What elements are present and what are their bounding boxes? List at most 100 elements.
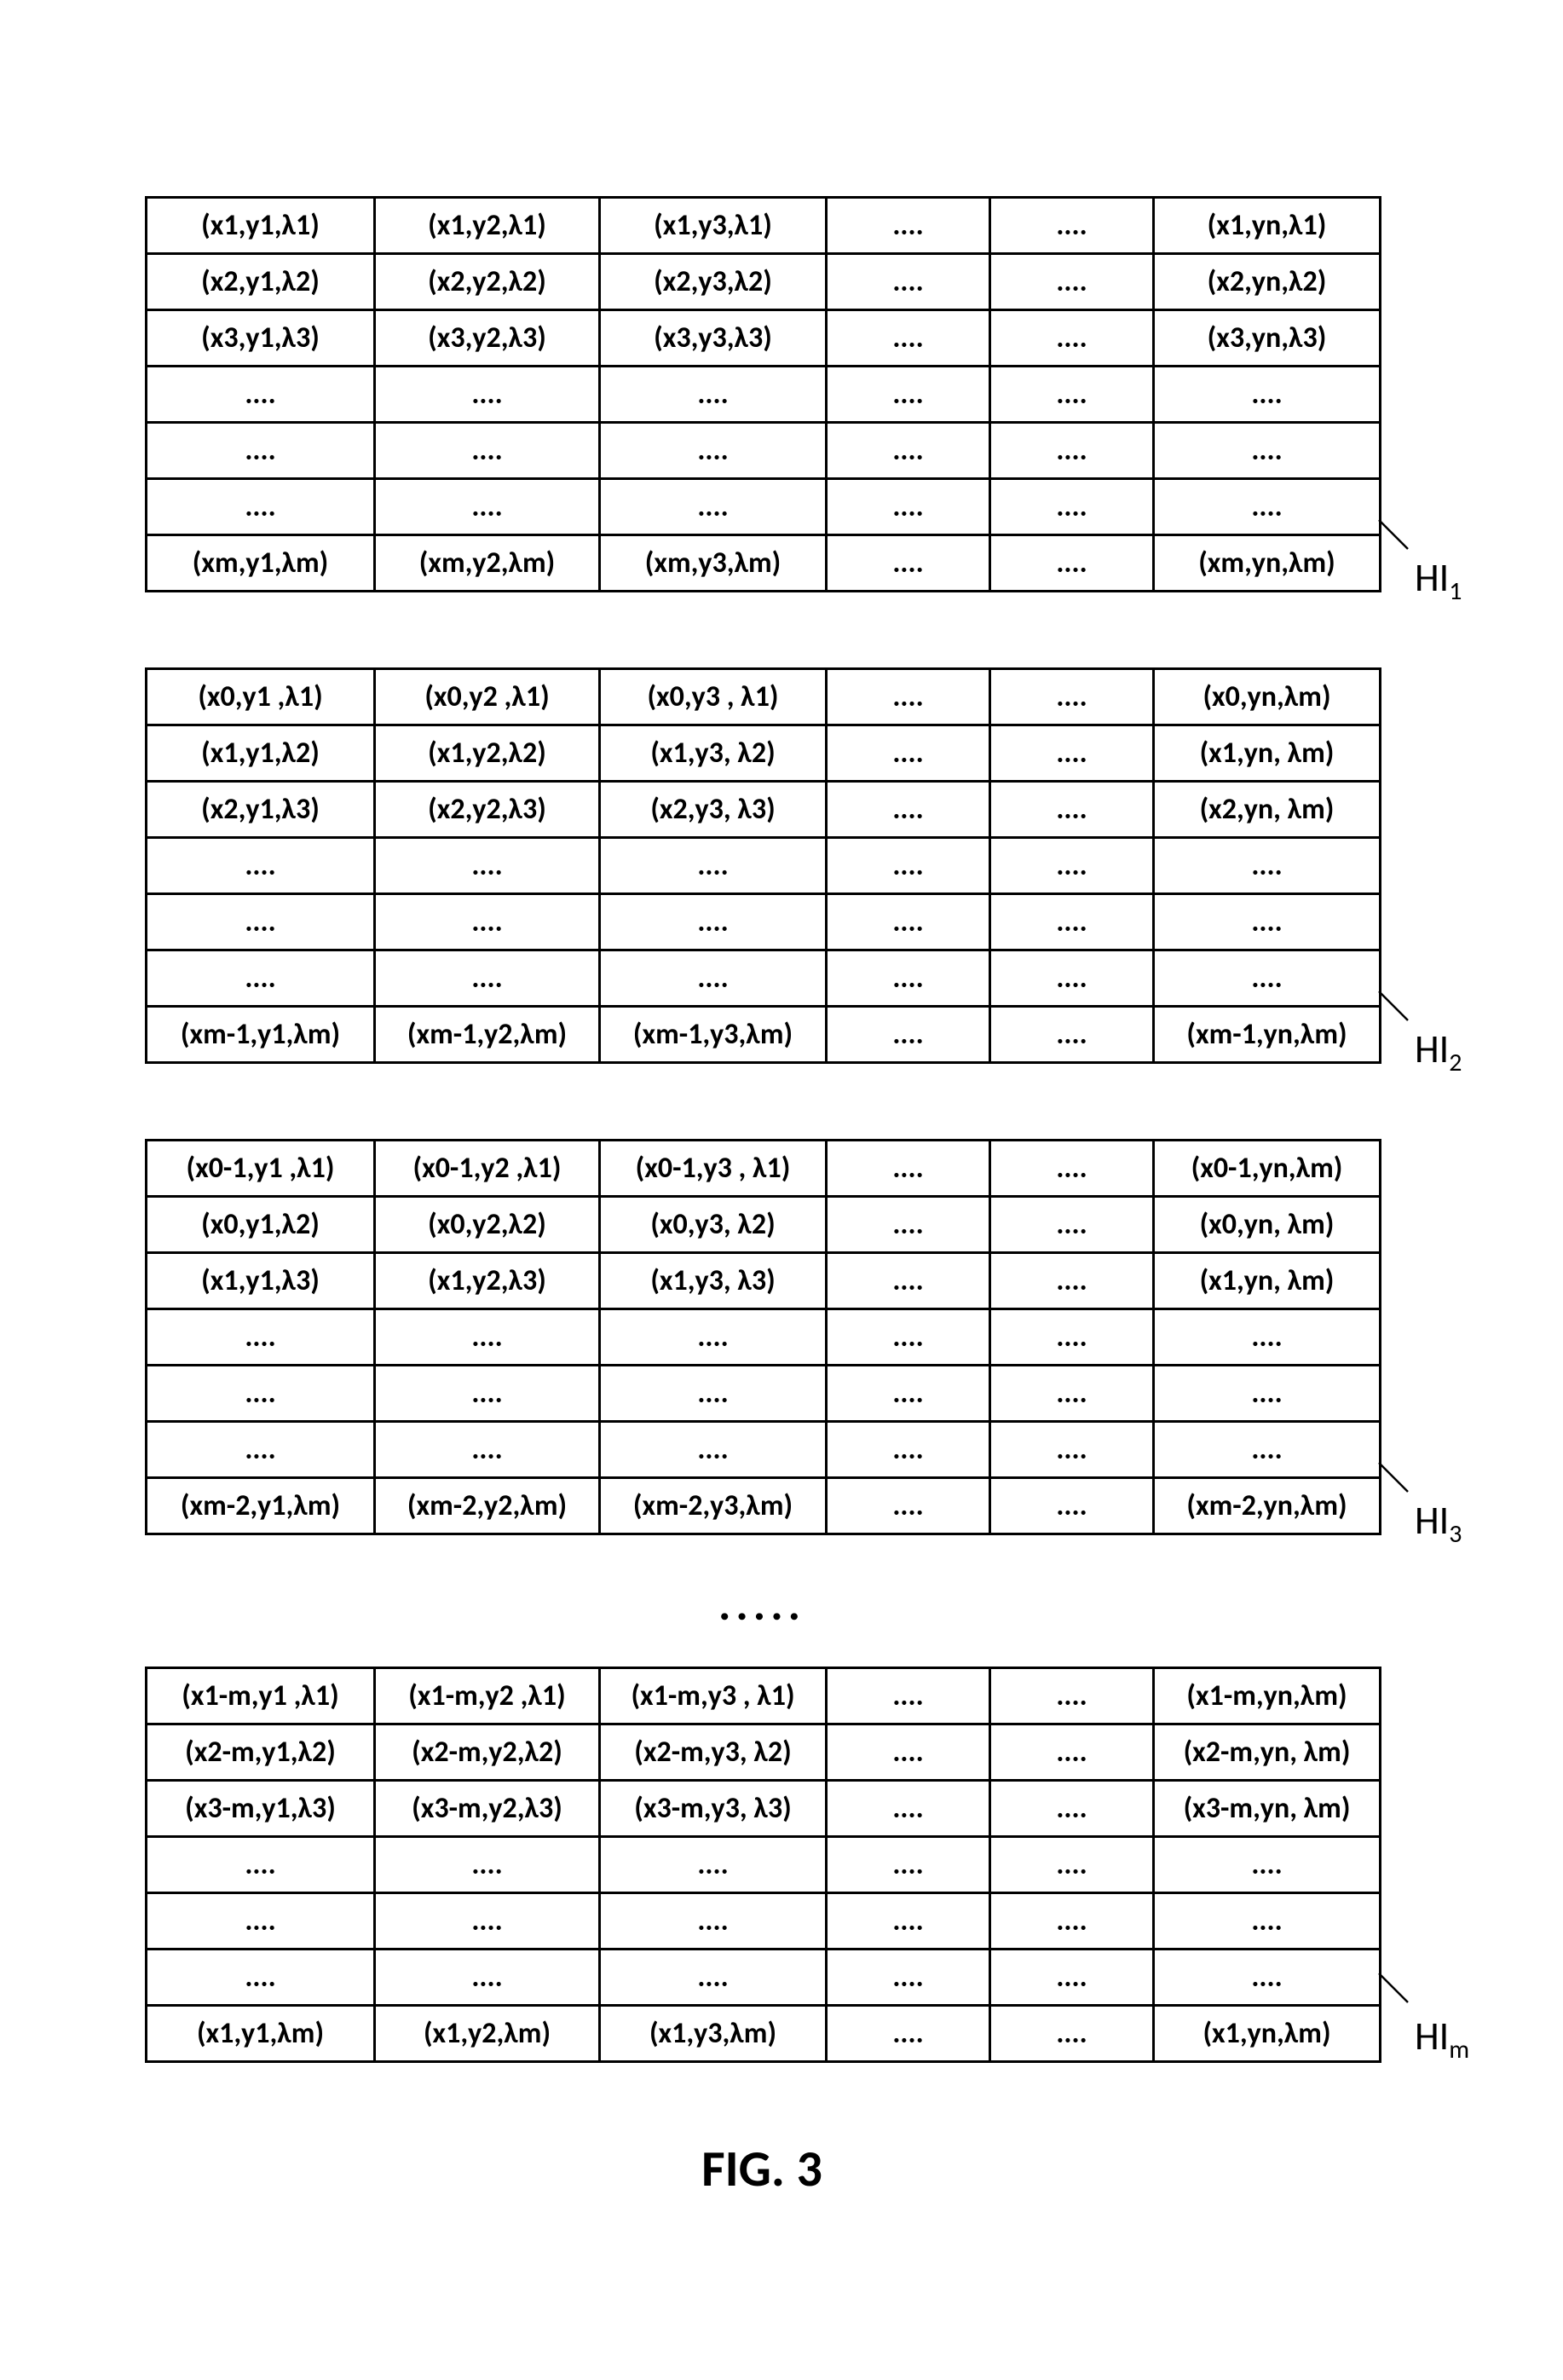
- table-cell: (x3,y1,λ3): [147, 310, 375, 367]
- table-cell: (x0,y2,λ2): [375, 1197, 600, 1253]
- table-cell: ....: [1154, 1309, 1381, 1366]
- table-cell: ....: [827, 1837, 990, 1893]
- table-cell: ....: [990, 669, 1154, 725]
- table-cell: ....: [990, 1309, 1154, 1366]
- table-row: ........................: [147, 1422, 1381, 1478]
- table-cell: ....: [827, 1253, 990, 1309]
- table-row: ........................: [147, 950, 1381, 1007]
- table-cell: (x2-m,y1,λ2): [147, 1724, 375, 1781]
- table-cell: ....: [1154, 1366, 1381, 1422]
- table-row: ........................: [147, 1837, 1381, 1893]
- table-row: (x0-1,y1 ,λ1)(x0-1,y2 ,λ1)(x0-1,y3 , λ1)…: [147, 1141, 1381, 1197]
- table-cell: (xm-1,y1,λm): [147, 1007, 375, 1063]
- table-cell: ....: [827, 479, 990, 535]
- table-cell: (xm-2,y1,λm): [147, 1478, 375, 1534]
- table-cell: (xm,y2,λm): [375, 535, 600, 592]
- table-cell: (x1,y3,λ1): [600, 198, 827, 254]
- table-cell: ....: [827, 1781, 990, 1837]
- table-cell: ....: [375, 1366, 600, 1422]
- leader-tick-icon: [1379, 1973, 1411, 2006]
- table-cell: ....: [600, 1422, 827, 1478]
- table-cell: (x2,y3, λ3): [600, 782, 827, 838]
- table-row: (x3,y1,λ3)(x3,y2,λ3)(x3,y3,λ3)........(x…: [147, 310, 1381, 367]
- table-cell: ....: [990, 950, 1154, 1007]
- table-cell: ....: [827, 1950, 990, 2006]
- table-cell: ....: [827, 1478, 990, 1534]
- figure-caption: FIG. 3: [145, 2138, 1379, 2200]
- table-cell: (xm-2,y3,λm): [600, 1478, 827, 1534]
- table-row: (xm-2,y1,λm)(xm-2,y2,λm)(xm-2,y3,λm)....…: [147, 1478, 1381, 1534]
- table-cell: (x0-1,y3 , λ1): [600, 1141, 827, 1197]
- table-row: ........................: [147, 894, 1381, 950]
- table-row: (xm-1,y1,λm)(xm-1,y2,λm)(xm-1,y3,λm)....…: [147, 1007, 1381, 1063]
- table-row: (x2-m,y1,λ2)(x2-m,y2,λ2)(x2-m,y3, λ2)...…: [147, 1724, 1381, 1781]
- table-cell: (x0,y1,λ2): [147, 1197, 375, 1253]
- leader-tick-icon: [1379, 991, 1411, 1024]
- table-cell: (x2-m,y2,λ2): [375, 1724, 600, 1781]
- table-cell: ....: [375, 1893, 600, 1950]
- table-block: (x0-1,y1 ,λ1)(x0-1,y2 ,λ1)(x0-1,y3 , λ1)…: [145, 1139, 1563, 1535]
- table-cell: (xm-2,yn,λm): [1154, 1478, 1381, 1534]
- table-cell: ....: [827, 2006, 990, 2062]
- table-cell: ....: [147, 950, 375, 1007]
- table-cell: (x1-m,y1 ,λ1): [147, 1668, 375, 1724]
- table-row: (x2,y1,λ2)(x2,y2,λ2)(x2,y3,λ2)........(x…: [147, 254, 1381, 310]
- page: (x1,y1,λ1)(x1,y2,λ1)(x1,y3,λ1)........(x…: [0, 0, 1563, 2380]
- table-cell: ....: [827, 950, 990, 1007]
- table-row: (x1-m,y1 ,λ1)(x1-m,y2 ,λ1)(x1-m,y3 , λ1)…: [147, 1668, 1381, 1724]
- table-cell: (x2,yn,λ2): [1154, 254, 1381, 310]
- table-cell: ....: [990, 2006, 1154, 2062]
- table-cell: ....: [600, 1950, 827, 2006]
- leader-tick-icon: [1379, 520, 1411, 552]
- table-cell: (x2-m,y3, λ2): [600, 1724, 827, 1781]
- table-cell: ....: [827, 1422, 990, 1478]
- data-table: (x1-m,y1 ,λ1)(x1-m,y2 ,λ1)(x1-m,y3 , λ1)…: [145, 1667, 1381, 2063]
- table-cell: (xm,yn,λm): [1154, 535, 1381, 592]
- table-cell: ....: [990, 367, 1154, 423]
- table-cell: ....: [990, 894, 1154, 950]
- leader-tick-icon: [1379, 1463, 1411, 1495]
- table-row: ........................: [147, 367, 1381, 423]
- table-cell: ....: [1154, 479, 1381, 535]
- table-cell: (x1,y1,λ1): [147, 198, 375, 254]
- data-table: (x0-1,y1 ,λ1)(x0-1,y2 ,λ1)(x0-1,y3 , λ1)…: [145, 1139, 1381, 1535]
- table-cell: (x1,y1,λm): [147, 2006, 375, 2062]
- table-row: ........................: [147, 1950, 1381, 2006]
- table-cell: (x0-1,y1 ,λ1): [147, 1141, 375, 1197]
- table-row: ........................: [147, 423, 1381, 479]
- table-cell: ....: [375, 894, 600, 950]
- table-cell: ....: [827, 1309, 990, 1366]
- table-cell: ....: [147, 1366, 375, 1422]
- table-row: (x0,y1 ,λ1)(x0,y2 ,λ1)(x0,y3 , λ1)......…: [147, 669, 1381, 725]
- table-cell: ....: [827, 535, 990, 592]
- table-cell: ....: [375, 479, 600, 535]
- table-cell: ....: [827, 254, 990, 310]
- table-cell: ....: [600, 1893, 827, 1950]
- table-cell: ....: [1154, 894, 1381, 950]
- table-cell: ....: [375, 367, 600, 423]
- table-cell: ....: [990, 1253, 1154, 1309]
- table-cell: (x0-1,y2 ,λ1): [375, 1141, 600, 1197]
- table-cell: ....: [990, 1007, 1154, 1063]
- table-cell: (xm,y1,λm): [147, 535, 375, 592]
- table-cell: ....: [147, 1950, 375, 2006]
- table-cell: ....: [827, 669, 990, 725]
- table-cell: (x1,y3, λ2): [600, 725, 827, 782]
- table-label: HIm: [1415, 2013, 1469, 2065]
- table-cell: (x1,y3, λ3): [600, 1253, 827, 1309]
- table-cell: (x2,y2,λ2): [375, 254, 600, 310]
- data-table: (x1,y1,λ1)(x1,y2,λ1)(x1,y3,λ1)........(x…: [145, 196, 1381, 592]
- table-cell: ....: [827, 1724, 990, 1781]
- table-cell: ....: [600, 367, 827, 423]
- table-cell: ....: [375, 423, 600, 479]
- table-cell: ....: [990, 1781, 1154, 1837]
- table-cell: ....: [827, 782, 990, 838]
- table-cell: ....: [147, 1422, 375, 1478]
- table-row: ........................: [147, 1309, 1381, 1366]
- table-cell: ....: [990, 782, 1154, 838]
- table-cell: ....: [1154, 1893, 1381, 1950]
- table-cell: (x3-m,y3, λ3): [600, 1781, 827, 1837]
- table-cell: (xm-1,yn,λm): [1154, 1007, 1381, 1063]
- table-row: (x1,y1,λm)(x1,y2,λm)(x1,y3,λm)........(x…: [147, 2006, 1381, 2062]
- table-cell: ....: [827, 1668, 990, 1724]
